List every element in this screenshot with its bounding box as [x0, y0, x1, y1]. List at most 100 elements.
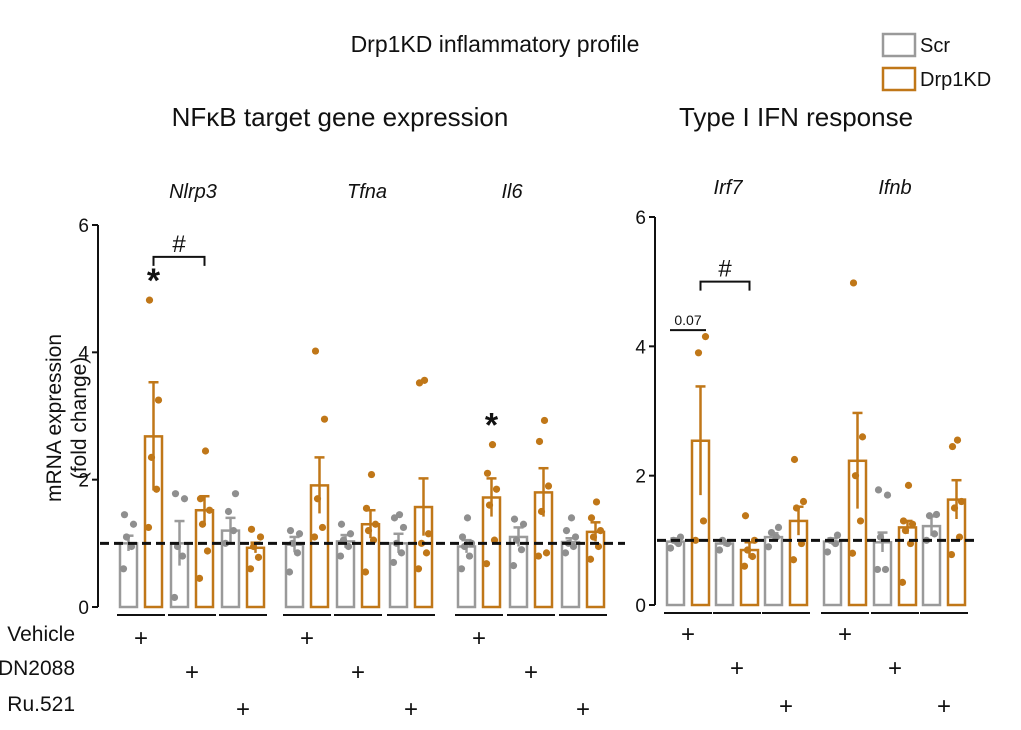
y-tick-label-0: 0	[78, 598, 89, 619]
point-drp1kd-tfna-vehicle-1	[318, 523, 327, 532]
legend-swatch-scr	[881, 32, 917, 58]
point-drp1kd-tfna-vehicle-3	[320, 415, 329, 423]
plus-marker-ifnb-odn2088: +	[888, 655, 902, 682]
point-drp1kd-il6-odn2088-2	[537, 507, 546, 516]
point-drp1kd-nlrp3-odn2088-2	[198, 520, 207, 528]
plus-marker-il6-vehicle: +	[472, 625, 486, 652]
point-drp1kd-il6-odn2088-1	[542, 549, 551, 557]
point-drp1kd-ifnb-ru-521-4	[948, 442, 957, 451]
point-drp1kd-il6-vehicle-4	[483, 469, 492, 477]
point-scr-il6-odn2088-1	[517, 546, 526, 554]
point-drp1kd-ifnb-ru-521-2	[950, 504, 959, 512]
point-drp1kd-ifnb-odn2088-0	[898, 578, 907, 586]
point-scr-il6-vehicle-0	[457, 565, 466, 573]
point-scr-ifnb-odn2088-0	[873, 565, 882, 574]
point-drp1kd-irf7-odn2088-2	[743, 546, 752, 554]
point-scr-tfna-vehicle-1	[293, 549, 302, 557]
bar-scr-nlrp3-vehicle	[118, 542, 139, 609]
significance-star-nlrp3: *	[147, 262, 161, 300]
panel-title-nfkb: NFκB target gene expression	[172, 102, 509, 132]
point-drp1kd-irf7-vehicle-2	[694, 349, 703, 357]
bar-scr-tfna-odn2088	[335, 540, 356, 609]
y-tick-label-6: 6	[78, 216, 89, 237]
point-drp1kd-tfna-odn2088-4	[362, 504, 371, 512]
point-drp1kd-ifnb-odn2088-4	[899, 517, 908, 525]
point-drp1kd-irf7-odn2088-1	[748, 552, 757, 561]
y-tick-label-4: 4	[635, 337, 646, 358]
point-drp1kd-il6-vehicle-0	[482, 560, 491, 568]
point-drp1kd-nlrp3-odn2088-5	[201, 447, 210, 455]
point-drp1kd-ifnb-vehicle-1	[856, 517, 865, 525]
plus-marker-tfna-ru-521: +	[404, 696, 418, 723]
point-drp1kd-nlrp3-odn2088-4	[196, 495, 205, 503]
point-drp1kd-irf7-ru-521-0	[789, 556, 798, 564]
point-drp1kd-nlrp3-odn2088-3	[205, 506, 214, 514]
point-scr-nlrp3-vehicle-0	[119, 565, 128, 573]
point-drp1kd-ifnb-ru-521-0	[947, 550, 956, 559]
point-scr-tfna-ru-521-1	[397, 549, 406, 557]
point-drp1kd-tfna-ru-521-3	[424, 530, 433, 538]
point-drp1kd-ifnb-ru-521-5	[953, 436, 962, 444]
significance-bracket-nlrp3	[152, 255, 206, 266]
point-drp1kd-nlrp3-vehicle-2	[147, 453, 156, 461]
treatment-label-odn2088: ODN2088	[0, 657, 75, 680]
point-drp1kd-il6-vehicle-3	[492, 485, 501, 493]
point-drp1kd-irf7-vehicle-0	[691, 536, 700, 544]
point-scr-nlrp3-ru-521-3	[231, 490, 240, 498]
panel-title-ifn: Type I IFN response	[679, 102, 913, 132]
y-axis-label: mRNA expression (fold change)	[43, 334, 91, 502]
legend-swatch-drp1kd	[881, 66, 917, 92]
point-drp1kd-il6-vehicle-5	[488, 441, 497, 449]
point-drp1kd-ifnb-vehicle-0	[848, 549, 857, 557]
point-drp1kd-nlrp3-odn2088-0	[195, 574, 204, 582]
point-drp1kd-nlrp3-vehicle-4	[145, 296, 154, 304]
point-drp1kd-il6-ru-521-2	[589, 533, 598, 541]
plus-marker-nlrp3-vehicle: +	[134, 625, 148, 652]
plus-marker-irf7-ru-521: +	[779, 693, 793, 720]
pvalue-label-irf7: 0.07	[674, 312, 701, 328]
gene-label-tfna: Tfna	[347, 181, 387, 203]
plus-marker-nlrp3-ru-521: +	[236, 696, 250, 723]
point-drp1kd-tfna-odn2088-5	[367, 470, 376, 479]
plus-marker-ifnb-ru-521: +	[937, 693, 951, 720]
y-tick-label-0: 0	[635, 596, 646, 617]
point-drp1kd-il6-ru-521-4	[587, 514, 596, 522]
gene-label-nlrp3: Nlrp3	[169, 181, 217, 203]
significance-hash-irf7: #	[718, 256, 732, 283]
point-scr-nlrp3-odn2088-4	[171, 490, 180, 498]
point-scr-tfna-ru-521-0	[389, 558, 398, 567]
plus-marker-nlrp3-odn2088: +	[185, 659, 199, 686]
point-drp1kd-nlrp3-ru-521-1	[254, 553, 263, 561]
point-scr-il6-odn2088-3	[519, 520, 528, 528]
point-scr-il6-ru-521-0	[561, 549, 570, 557]
point-scr-ifnb-vehicle-3	[833, 531, 842, 539]
point-scr-tfna-ru-521-3	[399, 523, 408, 532]
significance-bracket-irf7	[699, 280, 751, 291]
point-drp1kd-tfna-vehicle-0	[310, 533, 319, 541]
point-drp1kd-nlrp3-ru-521-3	[256, 533, 265, 541]
point-scr-nlrp3-vehicle-2	[122, 533, 131, 541]
point-drp1kd-irf7-odn2088-3	[750, 536, 759, 544]
point-scr-ifnb-vehicle-0	[823, 548, 832, 556]
point-scr-il6-ru-521-3	[571, 533, 580, 541]
point-scr-nlrp3-ru-521-2	[224, 507, 233, 516]
point-scr-ifnb-odn2088-3	[883, 491, 892, 499]
point-scr-nlrp3-vehicle-3	[129, 520, 138, 528]
plus-marker-tfna-odn2088: +	[351, 659, 365, 686]
point-scr-il6-odn2088-4	[510, 515, 519, 523]
point-scr-tfna-odn2088-3	[346, 530, 355, 538]
point-scr-tfna-vehicle-0	[285, 568, 294, 576]
point-drp1kd-ifnb-vehicle-2	[851, 472, 860, 480]
point-drp1kd-ifnb-vehicle-4	[849, 279, 858, 287]
point-drp1kd-nlrp3-vehicle-0	[144, 523, 153, 532]
plus-marker-tfna-vehicle: +	[300, 625, 314, 652]
point-scr-nlrp3-odn2088-3	[180, 495, 189, 503]
point-scr-il6-ru-521-4	[562, 527, 571, 535]
point-scr-tfna-vehicle-3	[295, 530, 304, 538]
plus-marker-irf7-odn2088: +	[730, 655, 744, 682]
point-drp1kd-il6-vehicle-2	[485, 501, 494, 509]
point-drp1kd-il6-odn2088-3	[544, 482, 553, 490]
point-drp1kd-tfna-vehicle-2	[313, 495, 322, 503]
point-drp1kd-nlrp3-vehicle-3	[154, 396, 163, 404]
